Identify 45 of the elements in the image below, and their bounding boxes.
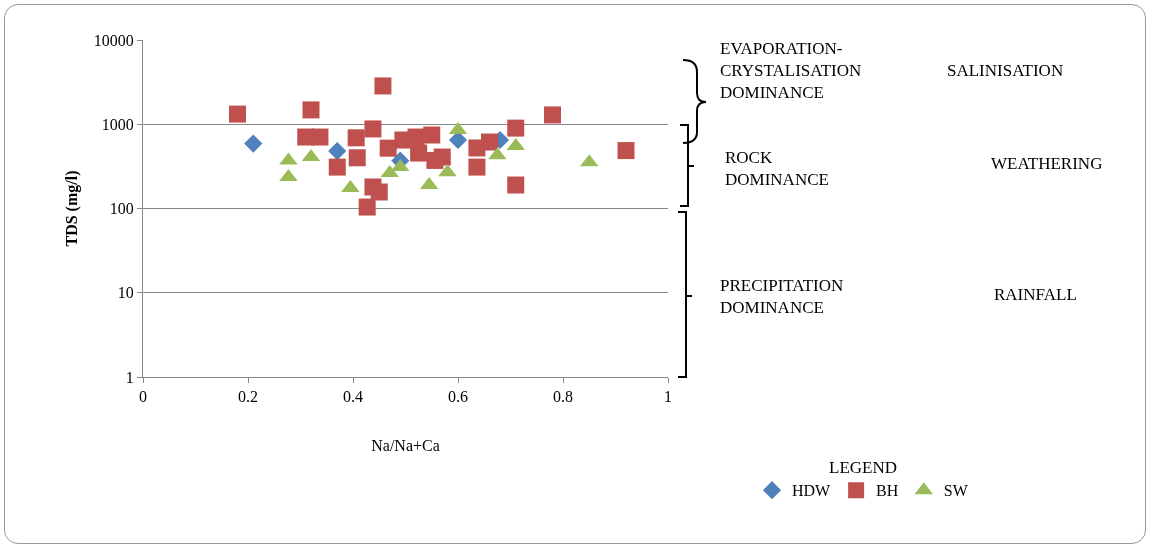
- point: [364, 120, 382, 138]
- point: [374, 77, 392, 95]
- point: [328, 142, 347, 161]
- point: [507, 176, 525, 194]
- x-tick-label: 0: [139, 388, 147, 406]
- legend-title: LEGEND: [829, 458, 897, 478]
- point: [507, 119, 525, 137]
- legend-label: SW: [943, 482, 969, 500]
- point: [433, 148, 451, 166]
- point: [410, 144, 428, 162]
- x-tick-label: 0.6: [448, 388, 468, 406]
- point: [423, 126, 441, 144]
- y-tick-label: 10000: [93, 31, 134, 49]
- text: ROCK DOMINANCE: [725, 148, 829, 190]
- text: PRECIPITATION DOMINANCE: [720, 276, 844, 318]
- x-tick-label: 1: [664, 388, 672, 406]
- x-tick-label: 0.4: [343, 388, 363, 406]
- point: [311, 128, 329, 146]
- point: [347, 129, 365, 147]
- text: SALINISATION: [947, 61, 1064, 80]
- y-tick-label: 10: [117, 284, 134, 302]
- point: [370, 183, 388, 201]
- y-tick-label: 1000: [101, 115, 134, 133]
- point: [302, 101, 320, 119]
- y-tick-label: 100: [109, 200, 134, 218]
- y-axis-title: TDS (mg/l): [62, 170, 81, 247]
- point: [244, 134, 263, 153]
- y-tick-label: 1: [125, 368, 134, 386]
- legend-label: HDW: [792, 482, 832, 500]
- point: [379, 139, 397, 157]
- point: [468, 158, 486, 176]
- point: [328, 158, 346, 176]
- point: [229, 105, 246, 123]
- x-tick-label: 0.8: [553, 388, 573, 406]
- point: [617, 142, 635, 160]
- point: [544, 106, 561, 124]
- text: EVAPORATION- CRYSTALISATION DOMINANCE: [720, 39, 862, 103]
- point: [481, 133, 498, 151]
- text: WEATHERING: [991, 154, 1103, 173]
- point: [358, 198, 376, 216]
- x-axis-title: Na/Na+Ca: [371, 436, 440, 454]
- text: RAINFALL: [994, 285, 1077, 304]
- x-tick-label: 0.2: [238, 388, 258, 406]
- point: [348, 149, 366, 167]
- legend-label: BH: [876, 482, 899, 500]
